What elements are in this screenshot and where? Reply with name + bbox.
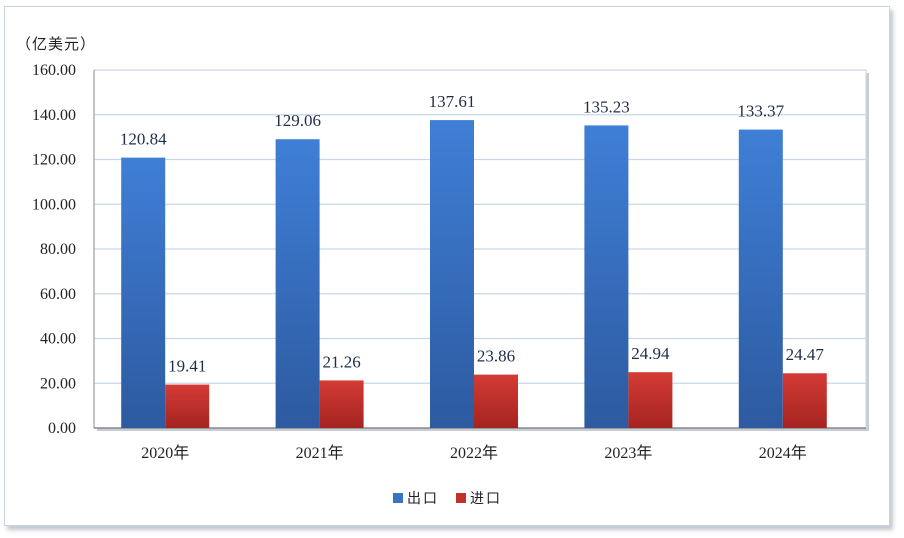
data-label: 129.06 — [274, 111, 321, 130]
y-tick-label: 0.00 — [48, 420, 76, 437]
data-label: 133.37 — [737, 102, 784, 121]
x-tick-label: 2020年 — [141, 444, 189, 462]
data-label: 24.47 — [786, 345, 825, 364]
legend: 出口 进口 — [393, 491, 502, 507]
bar-import — [474, 374, 518, 428]
y-tick-label: 80.00 — [40, 241, 76, 258]
data-label: 137.61 — [429, 92, 476, 111]
x-tick-label: 2024年 — [759, 444, 807, 462]
bar-import — [628, 372, 673, 428]
data-label: 21.26 — [322, 352, 360, 371]
bar-export — [430, 120, 474, 428]
legend-swatch-export — [393, 493, 403, 503]
y-tick-label: 160.00 — [32, 62, 76, 79]
data-label: 135.23 — [583, 97, 630, 116]
data-label: 23.86 — [477, 347, 515, 366]
data-label: 19.41 — [168, 357, 206, 376]
bar-export — [121, 157, 166, 429]
data-label: 24.94 — [631, 344, 670, 363]
gridlines — [94, 69, 866, 384]
x-tick-label: 2022年 — [450, 444, 498, 462]
data-label: 120.84 — [120, 130, 167, 149]
x-tick-label: 2023年 — [604, 444, 652, 462]
y-tick-labels: 0.00 20.00 40.00 60.00 80.00 100.00 120.00 140.… — [32, 62, 76, 437]
x-tick-labels: 2020年 2021年 2022年 2023年 2024年 — [141, 444, 807, 462]
bar-import — [165, 384, 210, 428]
bar-import — [782, 373, 827, 428]
legend-swatch-import — [456, 493, 466, 503]
bar-export — [584, 125, 629, 428]
unit-label: （亿美元） — [16, 35, 96, 53]
y-tick-label: 100.00 — [32, 196, 76, 213]
legend-label-export: 出口 — [407, 491, 439, 507]
y-tick-label: 40.00 — [40, 331, 76, 348]
y-tick-label: 140.00 — [32, 107, 76, 124]
data-labels: 120.84 19.41 129.06 21.26 137.61 23.86 135.23 2… — [120, 92, 825, 375]
bar-export — [738, 129, 783, 428]
y-tick-label: 120.00 — [32, 152, 76, 169]
x-tick-label: 2021年 — [296, 444, 344, 462]
legend-label-import: 进口 — [470, 491, 502, 507]
bar-import — [319, 380, 364, 428]
bar-export — [275, 139, 320, 428]
bars — [121, 120, 827, 429]
y-tick-label: 20.00 — [40, 375, 76, 392]
y-tick-label: 60.00 — [40, 286, 76, 303]
